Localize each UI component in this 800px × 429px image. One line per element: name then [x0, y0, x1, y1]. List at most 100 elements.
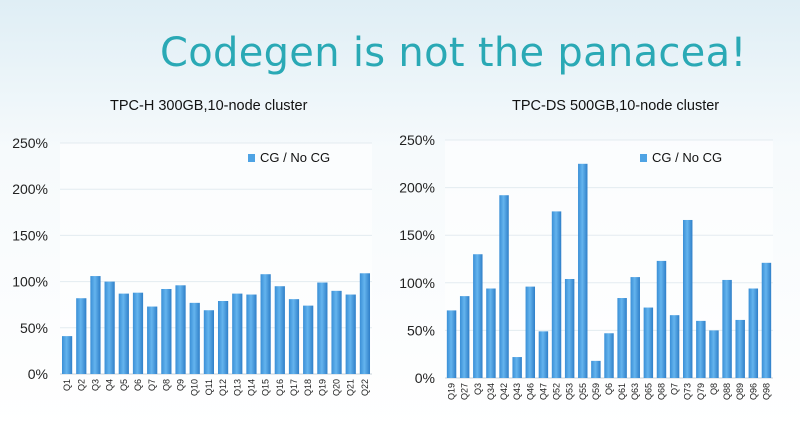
bar-q14 [246, 294, 257, 374]
bar-q11 [203, 310, 215, 374]
category-label: Q12 [218, 379, 228, 396]
bar-q2 [76, 298, 87, 374]
category-label: Q3 [473, 383, 483, 395]
y-tick-label: 0% [415, 370, 435, 386]
bar-q9 [175, 285, 186, 374]
y-tick-label: 150% [12, 227, 48, 243]
bar-q27 [459, 296, 470, 378]
category-label: Q8 [709, 383, 719, 395]
chart-title-tpch: TPC-H 300GB,10-node cluster [110, 98, 308, 114]
bar-q5 [118, 293, 129, 374]
bar-q79 [696, 320, 706, 378]
category-label: Q63 [630, 383, 640, 400]
bar-q4 [104, 281, 115, 374]
category-label: Q20 [332, 379, 342, 396]
legend-label: CG / No CG [652, 150, 722, 165]
category-label: Q21 [346, 379, 356, 396]
bar-q3 [90, 276, 101, 374]
bar-q6 [604, 333, 614, 378]
y-tick-label: 0% [28, 366, 48, 382]
category-label: Q6 [133, 379, 143, 391]
bar-q47 [538, 331, 549, 378]
bar-q52 [551, 211, 562, 378]
bar-q43 [512, 357, 522, 378]
y-tick-label: 200% [399, 180, 435, 196]
category-label: Q61 [617, 383, 627, 400]
bar-q15 [260, 274, 271, 374]
bar-q19 [446, 310, 457, 378]
bar-q46 [525, 286, 536, 378]
bar-q19 [317, 282, 328, 374]
bar-q20 [331, 290, 342, 374]
bar-q68 [656, 260, 667, 378]
slide-title: Codegen is not the panacea! [160, 30, 747, 76]
category-label: Q1 [62, 379, 72, 391]
y-tick-label: 150% [399, 227, 435, 243]
category-label: Q98 [761, 383, 771, 400]
category-label: Q96 [748, 383, 758, 400]
category-label: Q88 [722, 383, 732, 400]
bar-q7 [669, 315, 680, 378]
category-label: Q73 [683, 383, 693, 400]
bar-q8 [161, 288, 172, 374]
category-label: Q7 [670, 383, 680, 395]
category-label: Q19 [317, 379, 327, 396]
bar-q42 [499, 195, 509, 378]
bar-q89 [735, 319, 745, 378]
category-label: Q65 [643, 383, 653, 400]
bar-q6 [132, 292, 144, 374]
y-tick-label: 50% [407, 322, 435, 338]
legend-label: CG / No CG [260, 150, 330, 165]
bar-q18 [303, 305, 314, 374]
legend-swatch [248, 154, 255, 162]
bar-q59 [591, 360, 601, 378]
category-label: Q52 [552, 383, 562, 400]
category-label: Q13 [232, 379, 242, 396]
category-label: Q19 [447, 383, 457, 400]
bar-q10 [189, 302, 200, 374]
category-label: Q34 [486, 383, 496, 400]
bar-q53 [564, 278, 575, 378]
category-label: Q89 [735, 383, 745, 400]
category-label: Q2 [76, 379, 86, 391]
bar-q61 [617, 298, 627, 378]
category-label: Q11 [204, 379, 214, 395]
category-label: Q27 [460, 383, 470, 400]
category-label: Q3 [90, 379, 100, 391]
bar-q1 [61, 336, 73, 374]
category-label: Q18 [303, 379, 313, 396]
legend-swatch [640, 154, 647, 162]
category-label: Q4 [105, 379, 115, 391]
bar-q55 [578, 163, 588, 378]
bar-q21 [345, 294, 356, 374]
y-tick-label: 100% [12, 274, 48, 290]
y-tick-label: 200% [12, 181, 48, 197]
category-label: Q42 [499, 383, 509, 400]
category-label: Q6 [604, 383, 614, 395]
category-label: Q17 [289, 379, 299, 396]
category-label: Q8 [161, 379, 171, 391]
bar-q96 [748, 288, 759, 378]
category-label: Q53 [565, 383, 575, 400]
bar-q98 [761, 262, 772, 378]
bar-q8 [709, 330, 719, 378]
category-label: Q15 [261, 379, 271, 396]
y-tick-label: 250% [399, 132, 435, 148]
bar-q13 [232, 293, 243, 374]
category-label: Q16 [275, 379, 285, 396]
bar-q22 [359, 273, 371, 374]
category-label: Q55 [578, 383, 588, 400]
bar-q73 [683, 219, 693, 378]
category-label: Q43 [512, 383, 522, 400]
chart-tpcds: 0%50%100%150%200%250%Q19 Q27 Q3 Q34 Q42 Q43 Q4… [399, 132, 773, 400]
chart-tpch: 0% 50% 100% 150% 200% 250% Q1 Q2 Q3 Q4 Q5 Q6 Q7 Q8 Q9 Q… [12, 135, 372, 396]
chart-title-tpcds: TPC-DS 500GB,10-node cluster [512, 98, 720, 114]
bar-q17 [288, 299, 300, 374]
category-label: Q59 [591, 383, 601, 400]
category-label: Q10 [190, 379, 200, 396]
bar-q16 [274, 286, 285, 374]
category-label: Q9 [176, 379, 186, 391]
bar-q3 [473, 254, 483, 378]
category-label: Q46 [525, 383, 535, 400]
bar-q12 [217, 301, 229, 374]
